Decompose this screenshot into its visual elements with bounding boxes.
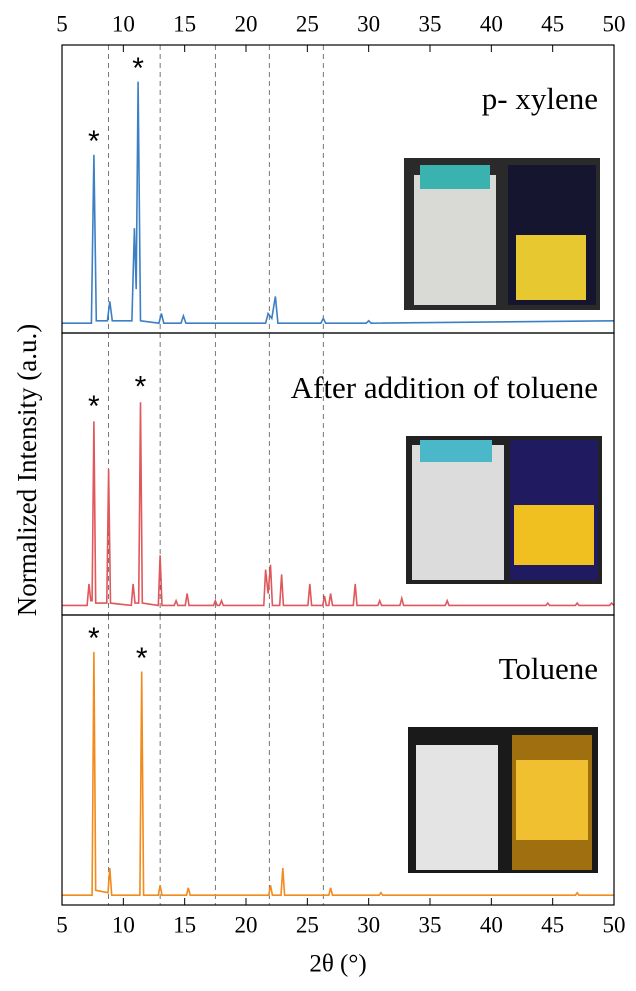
panel-label: After addition of toluene bbox=[291, 370, 598, 405]
x-tick-label: 30 bbox=[357, 912, 380, 937]
x-tick-label: 40 bbox=[480, 912, 503, 937]
x-tick-label: 5 bbox=[56, 912, 68, 937]
x-tick-label: 25 bbox=[296, 912, 319, 937]
y-axis-label: Normalized Intensity (a.u.) bbox=[12, 324, 42, 616]
annotation: * bbox=[88, 390, 100, 423]
annotation: * bbox=[135, 371, 147, 404]
chart: p- xylene * * 5 10 15 20 25 30 35 40 45 50 After addi… bbox=[0, 0, 636, 991]
annotation: * bbox=[88, 622, 100, 655]
annotation: * bbox=[88, 125, 100, 158]
x-tick-label: 40 bbox=[480, 11, 503, 36]
photo-inset bbox=[406, 436, 602, 584]
x-axis-label: 2θ (°) bbox=[309, 951, 366, 978]
x-tick-label: 20 bbox=[235, 912, 258, 937]
x-tick-label: 10 bbox=[112, 912, 135, 937]
x-tick-label: 45 bbox=[541, 11, 564, 36]
x-tick-label: 30 bbox=[357, 11, 380, 36]
x-tick-label: 45 bbox=[541, 912, 564, 937]
x-tick-label: 35 bbox=[419, 11, 442, 36]
x-tick-label: 35 bbox=[419, 912, 442, 937]
x-tick-label: 25 bbox=[296, 11, 319, 36]
x-tick-label: 15 bbox=[173, 912, 196, 937]
panel-label: p- xylene bbox=[482, 81, 598, 116]
x-tick-label: 50 bbox=[603, 912, 626, 937]
photo-inset bbox=[408, 727, 598, 873]
annotation: * bbox=[136, 642, 148, 675]
x-tick-label: 50 bbox=[603, 11, 626, 36]
annotation: * bbox=[132, 52, 144, 85]
panel-label: Toluene bbox=[499, 651, 598, 686]
x-tick-label: 15 bbox=[173, 11, 196, 36]
x-tick-label: 5 bbox=[56, 11, 68, 36]
x-tick-label: 20 bbox=[235, 11, 258, 36]
x-tick-label: 10 bbox=[112, 11, 135, 36]
photo-inset bbox=[404, 158, 600, 310]
